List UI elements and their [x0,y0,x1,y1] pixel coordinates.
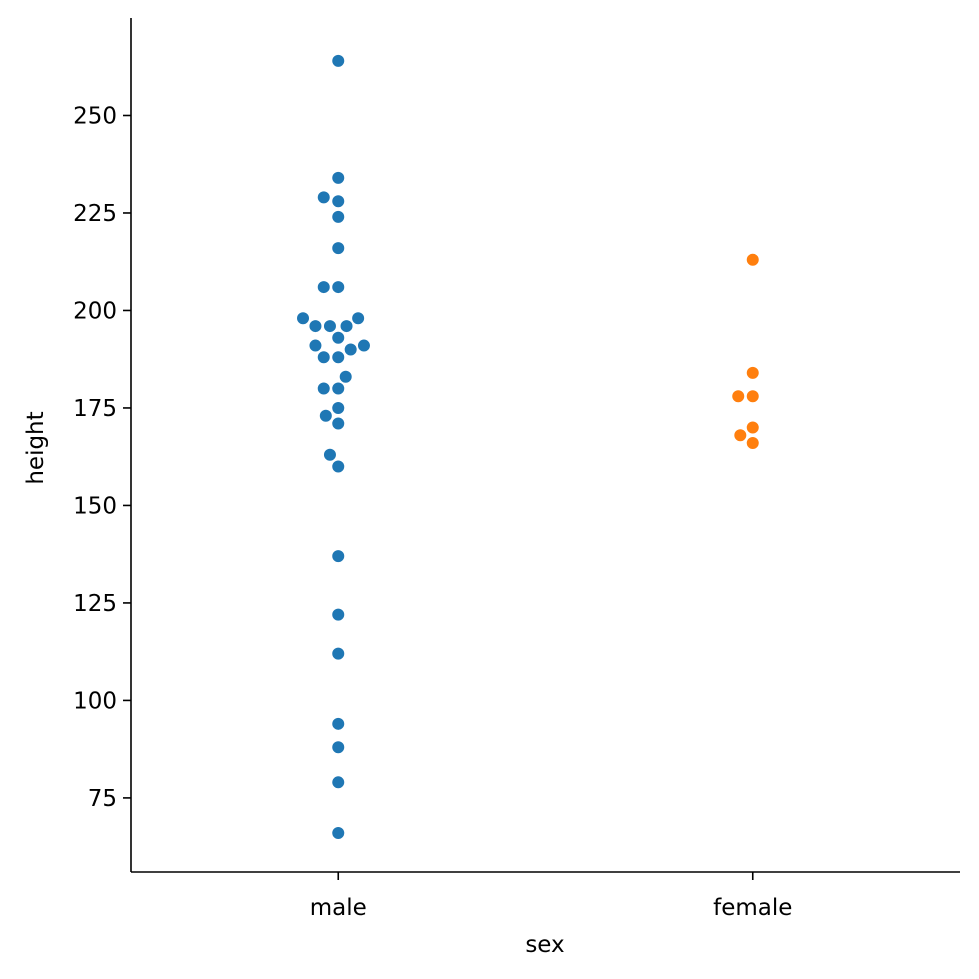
data-point-male [331,209,346,224]
data-points [296,53,760,841]
data-point-male [331,716,346,731]
data-point-male [331,170,346,185]
data-point-male [322,447,337,462]
y-tick-label: 100 [73,688,117,714]
data-point-male [356,338,371,353]
data-point-male [318,408,333,423]
data-point-male [296,311,311,326]
data-point-male [331,53,346,68]
y-tick-label: 175 [73,396,117,422]
data-point-male [331,646,346,661]
y-tick-label: 200 [73,298,117,324]
data-point-female [731,389,746,404]
data-point-male [331,607,346,622]
data-point-male [316,190,331,205]
y-tick-label: 150 [73,493,117,519]
y-tick-label: 125 [73,591,117,617]
data-point-male [331,330,346,345]
data-point-female [745,252,760,267]
data-point-male [331,740,346,755]
x-tick-label-male: male [310,895,367,921]
data-point-male [331,416,346,431]
data-point-male [343,342,358,357]
y-ticks: 75 100 125 150 175 200 225 250 [73,103,131,812]
data-point-male [308,319,323,334]
axes [130,18,960,873]
x-ticks: male female [310,872,792,921]
x-axis-title: sex [525,932,564,958]
data-point-male [331,775,346,790]
data-point-male [331,241,346,256]
data-point-male [331,194,346,209]
data-point-male [316,350,331,365]
data-point-male [316,381,331,396]
data-point-male [351,311,366,326]
y-tick-label: 250 [73,103,117,129]
data-point-male [331,350,346,365]
data-point-male [331,826,346,841]
data-point-male [331,549,346,564]
data-point-male [331,381,346,396]
data-point-male [339,319,354,334]
data-point-female [745,389,760,404]
y-axis-title: height [23,411,49,484]
data-point-male [308,338,323,353]
data-point-male [331,459,346,474]
y-tick-label: 225 [73,201,117,227]
data-point-female [745,365,760,380]
data-point-male [316,280,331,295]
data-point-female [745,420,760,435]
x-tick-label-female: female [713,895,792,921]
data-point-male [322,319,337,334]
data-point-female [733,428,748,443]
y-tick-label: 75 [88,786,117,812]
data-point-male [331,280,346,295]
data-point-female [745,436,760,451]
data-point-male [338,369,353,384]
data-point-male [331,400,346,415]
